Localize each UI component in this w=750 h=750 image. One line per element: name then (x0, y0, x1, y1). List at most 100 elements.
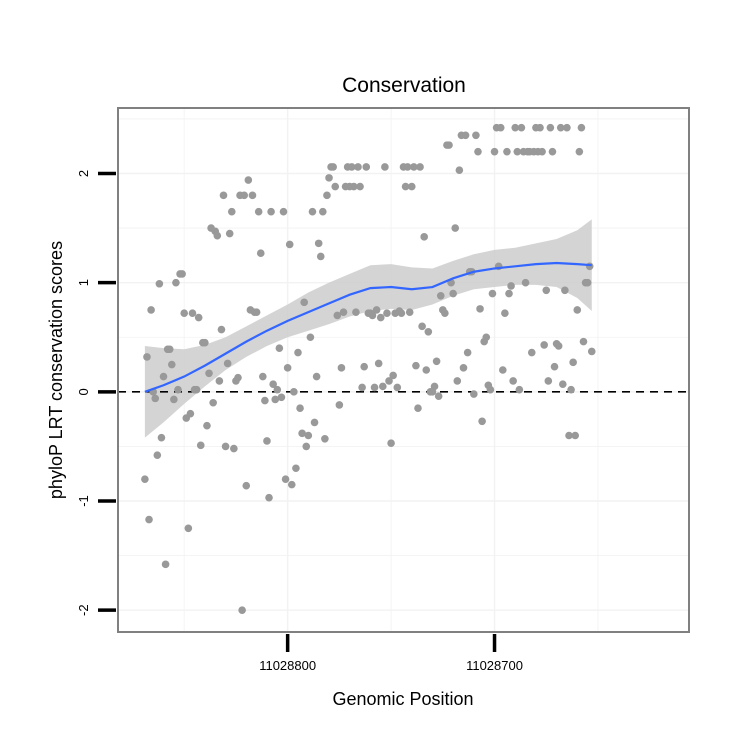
data-point (521, 278, 530, 287)
data-point (441, 309, 449, 318)
data-point (585, 262, 594, 271)
data-point (451, 224, 460, 232)
data-point (389, 371, 397, 380)
data-point (230, 444, 238, 453)
data-point (225, 229, 234, 238)
data-point (370, 383, 379, 392)
data-point (405, 308, 414, 316)
data-point (321, 434, 329, 443)
data-point (356, 182, 364, 191)
data-point (573, 306, 582, 314)
data-point (287, 480, 296, 489)
data-point (449, 289, 457, 298)
data-point (147, 306, 155, 314)
data-point (192, 385, 201, 394)
data-point (571, 431, 580, 440)
data-point (517, 123, 526, 132)
smooth-line-layer (144, 261, 592, 393)
data-point (488, 289, 497, 298)
data-point (215, 377, 224, 385)
data-point (331, 182, 340, 191)
data-point (259, 372, 267, 381)
data-point (267, 207, 275, 216)
data-point (244, 176, 253, 184)
data-point (172, 278, 180, 287)
data-point (316, 252, 325, 261)
data-point (143, 353, 151, 361)
data-point (556, 123, 565, 132)
data-point (329, 163, 337, 171)
data-point (304, 431, 313, 440)
data-point (263, 437, 271, 445)
x-axis: 11028800 11028700 (259, 634, 523, 673)
data-point (201, 338, 209, 347)
data-point (153, 451, 162, 459)
data-point (412, 361, 420, 370)
data-point (333, 311, 342, 320)
data-point (381, 163, 389, 171)
data-point (362, 163, 371, 171)
data-point (501, 309, 509, 318)
data-point (354, 163, 362, 171)
data-point (410, 163, 418, 171)
data-point (536, 123, 544, 132)
data-point (167, 360, 176, 369)
data-point (242, 481, 251, 490)
data-point (337, 364, 346, 372)
data-point (194, 313, 203, 322)
data-point (379, 382, 387, 391)
data-point (368, 311, 377, 320)
data-point (180, 309, 189, 318)
data-point (292, 464, 300, 473)
data-point (445, 141, 453, 149)
data-point (240, 191, 248, 200)
data-point (459, 364, 468, 372)
data-point (174, 385, 182, 394)
data-point (151, 394, 160, 403)
data-point (397, 309, 406, 318)
data-point (559, 380, 567, 388)
data-point (515, 385, 524, 394)
data-point (507, 282, 515, 290)
data-point (178, 270, 186, 278)
data-point (527, 348, 536, 357)
data-point (403, 163, 412, 171)
data-point (350, 182, 358, 191)
data-point (223, 359, 232, 368)
data-point (238, 606, 246, 614)
data-point (308, 207, 317, 216)
data-point (434, 392, 443, 401)
smooth-line (144, 261, 592, 393)
data-point (248, 191, 257, 200)
y-tick-label: 0 (76, 388, 91, 395)
data-point (509, 377, 517, 385)
data-point (294, 348, 302, 357)
data-point (157, 433, 166, 442)
data-point (165, 345, 174, 354)
data-point (567, 385, 575, 394)
data-point (256, 249, 265, 257)
data-point (159, 372, 168, 381)
data-point (455, 166, 464, 175)
data-point (376, 313, 385, 322)
data-point (141, 475, 149, 483)
data-point (145, 515, 153, 524)
data-point (300, 298, 308, 307)
data-point (583, 278, 592, 287)
x-tick-label: 11028800 (259, 658, 316, 673)
data-point (569, 358, 577, 367)
data-point (505, 289, 513, 298)
data-point (542, 286, 551, 295)
data-point (302, 442, 311, 451)
data-point (387, 439, 395, 447)
data-point (418, 322, 426, 331)
data-point (261, 396, 269, 405)
data-point (436, 291, 445, 300)
data-point (335, 401, 344, 409)
data-point (575, 147, 584, 156)
data-point (416, 163, 424, 171)
data-point (499, 366, 507, 374)
data-point (587, 347, 596, 356)
data-point (540, 341, 548, 349)
